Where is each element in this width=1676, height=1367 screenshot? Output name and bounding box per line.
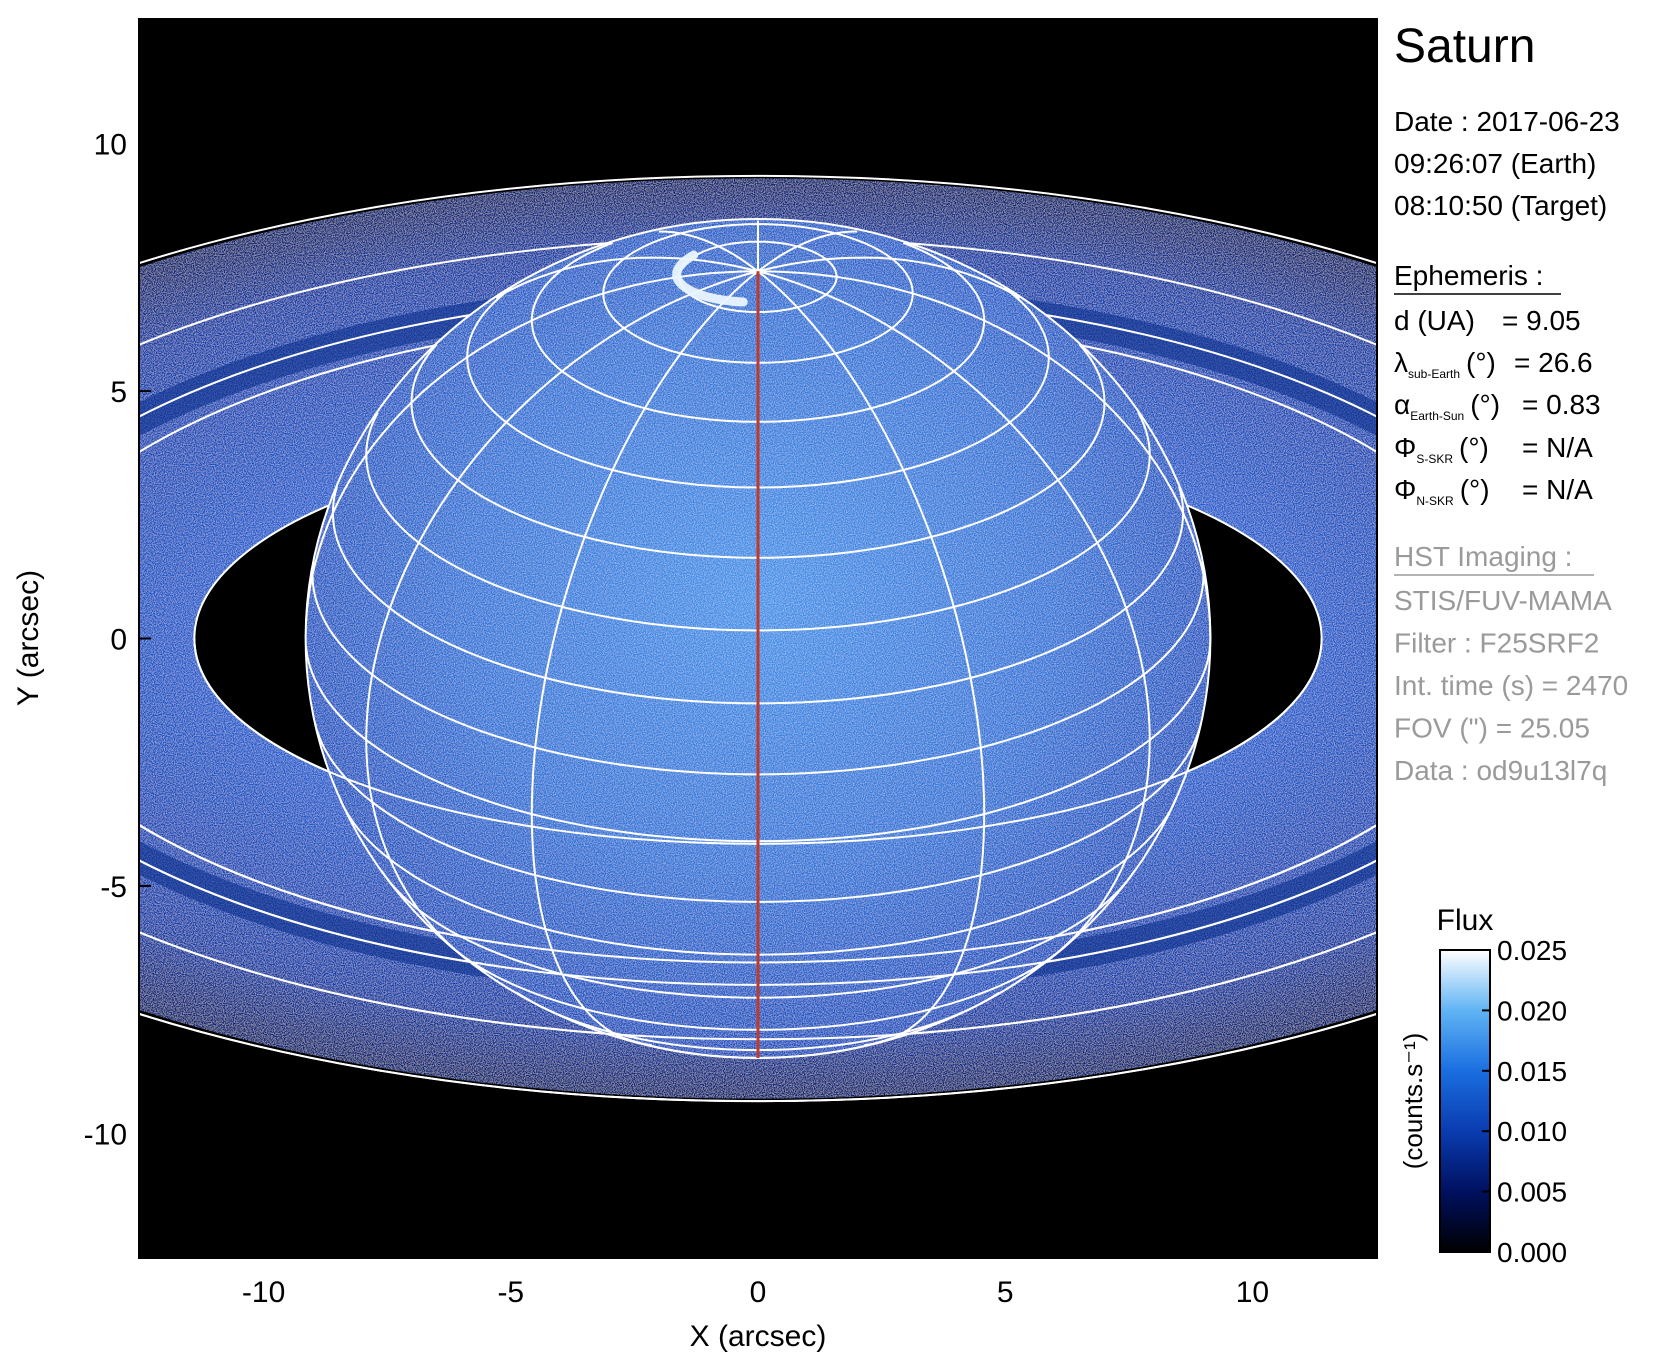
latitude-line: [304, 638, 1212, 843]
ephemeris-row: ΦS-SKR (°): [1394, 432, 1489, 466]
meridian-line: [530, 270, 759, 1047]
latitude-line: [530, 241, 986, 423]
imaging-row: FOV (") = 25.05: [1394, 713, 1590, 744]
ephemeris-value: = N/A: [1522, 474, 1593, 505]
y-tick-label: -5: [100, 871, 127, 904]
chart-title: Saturn: [1394, 20, 1535, 73]
ephemeris-label: (°): [1460, 474, 1490, 505]
meridian-line: [757, 270, 1212, 639]
latitude-line: [466, 287, 1050, 489]
ephemeris-row: λsub-Earth (°): [1394, 347, 1496, 381]
y-tick-label: 10: [94, 129, 127, 162]
colorbar-tick-label: 0.005: [1497, 1177, 1567, 1208]
colorbar-tick-label: 0.020: [1497, 995, 1567, 1026]
ephemeris-value: = 0.83: [1522, 389, 1601, 420]
colorbar-units: (counts.s⁻¹): [1398, 1033, 1428, 1170]
ephemeris-label: (°): [1459, 432, 1489, 463]
y-axis-label: Y (arcsec): [12, 570, 45, 706]
colorbar-tick-label: 0.025: [1497, 935, 1567, 966]
imaging-row: STIS/FUV-MAMA: [1394, 585, 1612, 616]
info-panel: d (UA) = 9.05 λsub-Earth (°) = 26.6 αEarth-Su…: [1394, 305, 1628, 786]
meridian-line: [495, 256, 759, 299]
latitude-line: [311, 560, 1205, 776]
ephemeris-subscript: N-SKR: [1416, 494, 1454, 508]
x-axis-label: X (arcsec): [690, 1320, 827, 1353]
ephemeris-label: d (UA): [1394, 305, 1475, 336]
imaging-row: Filter : F25SRF2: [1394, 628, 1599, 659]
ephemeris-value: = 9.05: [1502, 305, 1581, 336]
ephemeris-symbol: Φ: [1394, 474, 1416, 505]
ephemeris-row: ΦN-SKR (°): [1394, 474, 1490, 508]
latitude-line: [365, 411, 1151, 632]
ephemeris-subscript: sub-Earth: [1408, 367, 1460, 381]
colorbar: [1439, 949, 1491, 1253]
ephemeris-symbol: Φ: [1394, 432, 1416, 463]
meridian-line: [757, 270, 1151, 974]
x-tick-label: 0: [750, 1276, 767, 1309]
x-tick-label: 10: [1236, 1276, 1269, 1309]
colorbar-tick-label: 0.010: [1497, 1116, 1567, 1147]
ephemeris-symbol: α: [1394, 389, 1410, 420]
latitude-line: [338, 796, 1178, 956]
ephemeris-label: (°): [1470, 389, 1500, 420]
imaging-row: Data : od9u13l7q: [1394, 755, 1607, 786]
imaging-row: Int. time (s) = 2470: [1394, 670, 1628, 701]
y-tick-label: -10: [84, 1118, 127, 1151]
meridian-line: [365, 270, 759, 974]
latitude-line: [331, 486, 1185, 705]
ephemeris-subscript: S-SKR: [1416, 452, 1453, 466]
ephemeris-symbol: λ: [1394, 347, 1408, 378]
ephemeris-row: d (UA): [1394, 305, 1475, 336]
info-date: Date : 2017-06-23: [1394, 106, 1620, 137]
colorbar-title: Flux: [1437, 904, 1494, 937]
latitude-line: [380, 869, 1136, 999]
meridian-line: [658, 230, 759, 273]
imaging-title: HST Imaging :: [1394, 541, 1572, 572]
aurora: [672, 250, 748, 307]
planet-image: [139, 174, 1377, 1101]
y-tick-label: 0: [110, 624, 127, 657]
ephemeris-title: Ephemeris :: [1394, 260, 1543, 291]
info-target-time: 08:10:50 (Target): [1394, 190, 1607, 221]
meridian-line: [757, 270, 986, 1047]
info-earth-time: 09:26:07 (Earth): [1394, 148, 1596, 179]
latitude-line: [313, 722, 1203, 903]
ephemeris-subscript: Earth-Sun: [1410, 409, 1464, 423]
ephemeris-label: (°): [1466, 347, 1496, 378]
meridian-line: [757, 256, 1021, 299]
ephemeris-value: = N/A: [1522, 432, 1593, 463]
colorbar-tick-label: 0.015: [1497, 1056, 1567, 1087]
y-tick-label: 5: [110, 376, 127, 409]
x-tick-label: -10: [242, 1276, 285, 1309]
x-tick-label: -5: [497, 1276, 524, 1309]
meridian-line: [304, 270, 759, 626]
ephemeris-value: = 26.6: [1514, 347, 1593, 378]
x-tick-label: 5: [997, 1276, 1014, 1309]
ephemeris-row: αEarth-Sun (°): [1394, 389, 1500, 423]
colorbar-tick-label: 0.000: [1497, 1237, 1567, 1268]
meridian-line: [757, 230, 858, 273]
latitude-line: [410, 343, 1106, 559]
